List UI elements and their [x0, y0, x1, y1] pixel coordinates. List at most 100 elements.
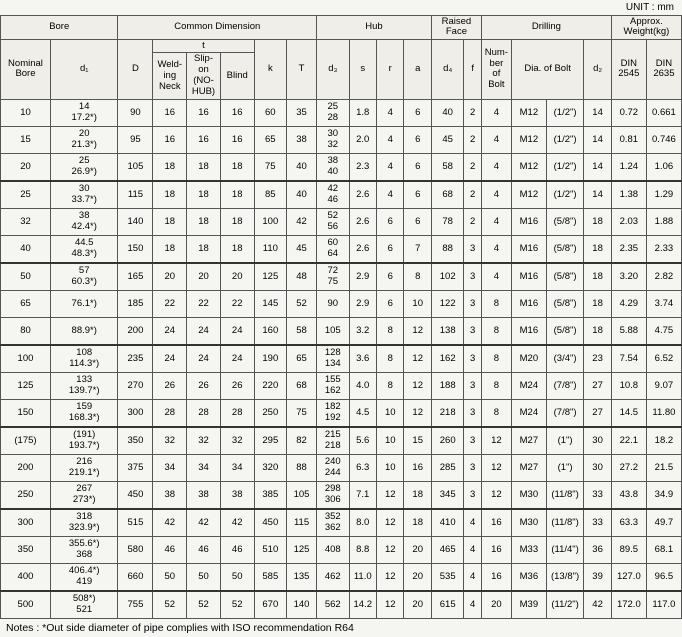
- hdr-weight: Approx. Weight(kg): [611, 16, 681, 40]
- cell: 49.7: [646, 509, 681, 537]
- cell: 320: [254, 455, 286, 482]
- cell: 100: [1, 345, 51, 373]
- cell: 6.52: [646, 345, 681, 373]
- cell: 3842.4*): [50, 209, 117, 236]
- table-row: 300318323.9*)5154242424501153523628.0121…: [1, 509, 682, 537]
- cell: 535: [431, 564, 463, 592]
- cell: (11/2"): [546, 591, 583, 619]
- cell: 8: [376, 345, 403, 373]
- cell: 4: [376, 154, 403, 182]
- table-row: 253033.7*)115181818854042462.6466824M12(…: [1, 181, 682, 209]
- cell: (5/8"): [546, 291, 583, 318]
- cell: 20: [187, 263, 221, 291]
- cell: 14: [584, 181, 612, 209]
- cell: 162: [431, 345, 463, 373]
- cell: 6064: [317, 236, 349, 264]
- cell: 408: [317, 537, 349, 564]
- hdr-k: k: [254, 39, 286, 99]
- hdr-common: Common Dimension: [118, 16, 317, 40]
- cell: 58: [431, 154, 463, 182]
- cell: 52: [187, 591, 221, 619]
- cell: (1"): [546, 455, 583, 482]
- cell: (7/8"): [546, 400, 583, 428]
- cell: M16: [511, 236, 546, 264]
- cell: 2.0: [349, 127, 376, 154]
- cell: 28: [187, 400, 221, 428]
- cell: 115: [287, 509, 317, 537]
- cell: 6: [404, 127, 431, 154]
- cell: 18: [220, 236, 254, 264]
- cell: 39: [584, 564, 612, 592]
- hdr-s: s: [349, 39, 376, 99]
- cell: 12: [404, 345, 431, 373]
- cell: 65: [1, 291, 51, 318]
- cell: 3840: [317, 154, 349, 182]
- table-row: 152021.3*)95161616653830322.0464524M12(1…: [1, 127, 682, 154]
- cell: 22: [153, 291, 187, 318]
- cell: 4: [376, 181, 403, 209]
- cell: 345: [431, 482, 463, 510]
- cell: 18: [187, 181, 221, 209]
- cell: (7/8"): [546, 373, 583, 400]
- cell: 18: [187, 236, 221, 264]
- hdr-d3: d₃: [317, 39, 349, 99]
- cell: 105: [118, 154, 153, 182]
- cell: 10: [376, 400, 403, 428]
- cell: 12: [376, 564, 403, 592]
- hdr-a: a: [404, 39, 431, 99]
- cell: 2.9: [349, 291, 376, 318]
- cell: 3.20: [611, 263, 646, 291]
- cell: 16: [187, 100, 221, 127]
- cell: 18: [404, 482, 431, 510]
- cell: 14.2: [349, 591, 376, 619]
- hdr-nbolt: Num-berofBolt: [481, 39, 511, 99]
- cell: 3: [464, 400, 481, 428]
- cell: 4: [376, 127, 403, 154]
- cell: 0.746: [646, 127, 681, 154]
- cell: 4: [464, 591, 481, 619]
- table-row: 101417.2*)90161616603525281.8464024M12(1…: [1, 100, 682, 127]
- cell: 2: [464, 154, 481, 182]
- cell: 285: [431, 455, 463, 482]
- hdr-nominal: NominalBore: [1, 39, 51, 99]
- cell: 2021.3*): [50, 127, 117, 154]
- cell: 580: [118, 537, 153, 564]
- hdr-bore: Bore: [1, 16, 118, 40]
- cell: M16: [511, 291, 546, 318]
- cell: 10.8: [611, 373, 646, 400]
- cell: 32: [187, 427, 221, 455]
- cell: 125: [287, 537, 317, 564]
- cell: 16: [220, 127, 254, 154]
- cell: (5/8"): [546, 236, 583, 264]
- cell: 40: [287, 181, 317, 209]
- table-row: 250267273*)4503838383851052983067.112183…: [1, 482, 682, 510]
- cell: 40: [287, 154, 317, 182]
- cell: 2: [464, 181, 481, 209]
- cell: 24: [220, 345, 254, 373]
- cell: (1/2"): [546, 127, 583, 154]
- cell: 52: [153, 591, 187, 619]
- cell: (3/4"): [546, 345, 583, 373]
- cell: 90: [118, 100, 153, 127]
- cell: 96.5: [646, 564, 681, 592]
- cell: M30: [511, 482, 546, 510]
- cell: 82: [287, 427, 317, 455]
- hdr-r: r: [376, 39, 403, 99]
- cell: 100: [254, 209, 286, 236]
- cell: 40: [431, 100, 463, 127]
- cell: 38: [153, 482, 187, 510]
- cell: 7.54: [611, 345, 646, 373]
- cell: 85: [254, 181, 286, 209]
- cell: 375: [118, 455, 153, 482]
- hdr-diabolt: Dia. of Bolt: [511, 39, 583, 99]
- cell: 18: [187, 209, 221, 236]
- cell: 385: [254, 482, 286, 510]
- cell: 2526.9*): [50, 154, 117, 182]
- cell: 46: [220, 537, 254, 564]
- cell: 182192: [317, 400, 349, 428]
- cell: 52: [220, 591, 254, 619]
- cell: 615: [431, 591, 463, 619]
- cell: 16: [153, 127, 187, 154]
- cell: 1.29: [646, 181, 681, 209]
- cell: (1/2"): [546, 181, 583, 209]
